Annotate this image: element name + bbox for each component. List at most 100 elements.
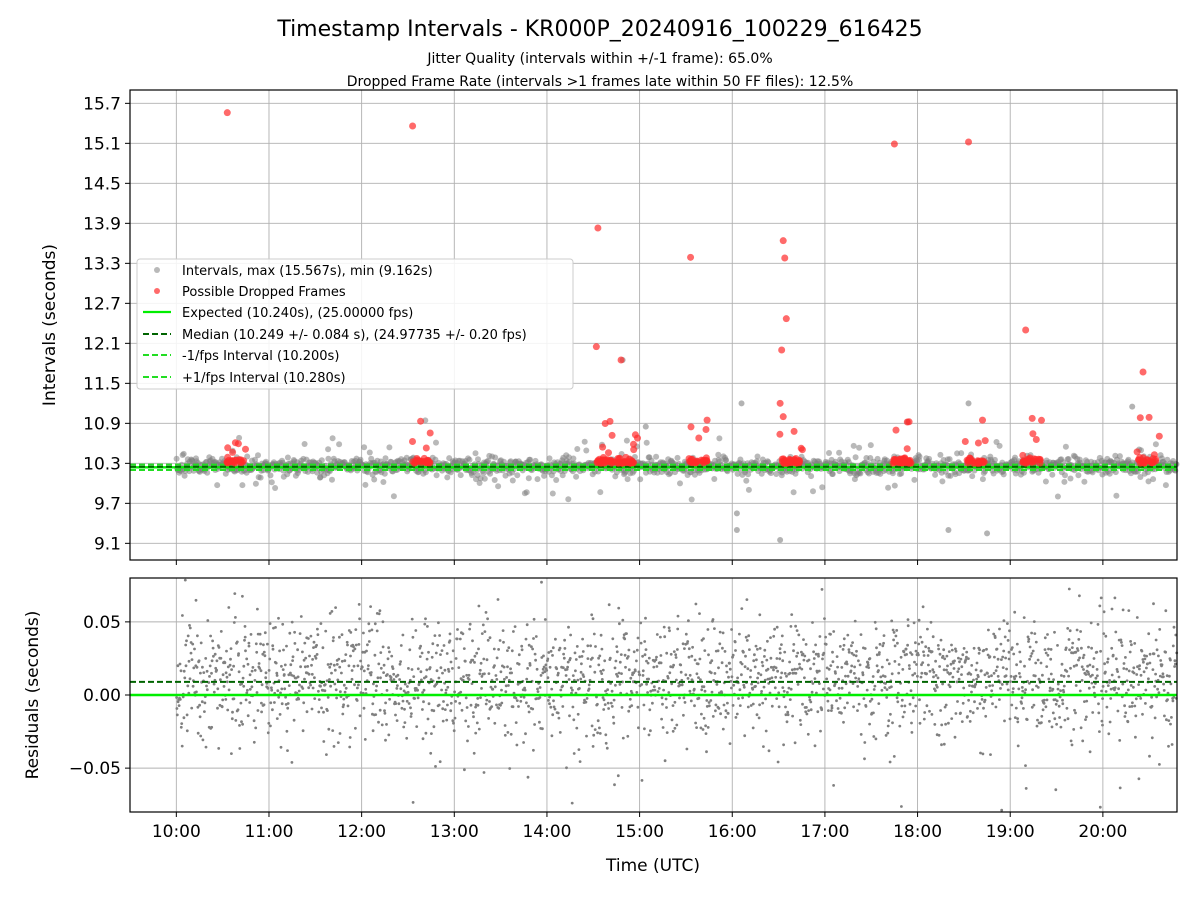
residual-point <box>1101 685 1105 688</box>
residual-point <box>1049 648 1053 651</box>
residual-point <box>757 671 760 675</box>
residual-point <box>989 753 992 756</box>
residual-point <box>817 654 820 658</box>
residual-point <box>552 699 555 703</box>
residual-point <box>1072 664 1076 668</box>
residual-point <box>686 640 690 643</box>
residual-point <box>897 671 901 675</box>
residual-point <box>782 743 785 747</box>
residual-point <box>378 609 382 613</box>
interval-outlier-point <box>965 400 972 407</box>
residual-point <box>362 706 366 710</box>
residual-point <box>591 745 595 748</box>
residual-point <box>290 620 294 624</box>
residual-point <box>383 709 386 713</box>
residual-point <box>227 606 231 609</box>
residual-point <box>643 727 646 731</box>
residual-point <box>332 663 336 667</box>
residual-point <box>475 651 479 655</box>
residual-point <box>237 652 241 655</box>
residual-point <box>822 687 825 691</box>
residual-point <box>1016 717 1019 720</box>
residual-point <box>754 684 757 688</box>
residual-point <box>707 653 710 657</box>
residual-point <box>781 659 785 663</box>
top-plot-frame <box>129 89 1178 561</box>
residual-point <box>1018 672 1021 675</box>
residual-point <box>925 704 929 708</box>
residual-point <box>818 635 822 638</box>
residual-point <box>773 686 777 690</box>
residual-point <box>210 671 213 675</box>
residual-point <box>684 632 688 636</box>
residual-point <box>476 697 480 700</box>
residual-point <box>805 712 809 716</box>
residual-point <box>493 685 497 689</box>
interval-point <box>527 456 534 463</box>
residual-point <box>840 686 844 690</box>
residual-point <box>183 676 187 680</box>
residual-point <box>249 633 253 636</box>
residual-point <box>810 690 814 694</box>
residual-point <box>761 701 765 705</box>
residual-point <box>672 663 675 667</box>
residual-point <box>465 706 469 709</box>
residual-point <box>956 670 960 673</box>
residual-point <box>755 713 759 717</box>
residual-point <box>928 669 932 673</box>
residual-point <box>761 664 765 668</box>
residual-point <box>248 701 252 704</box>
residual-point <box>632 650 636 654</box>
residual-point <box>895 696 899 700</box>
residual-point <box>221 698 225 702</box>
residual-point <box>786 691 789 694</box>
dropped-frame-point <box>1145 413 1153 421</box>
residual-point <box>260 683 264 687</box>
residual-point <box>583 698 586 702</box>
residual-point <box>930 650 934 653</box>
residual-point <box>590 724 594 728</box>
residual-point <box>618 622 621 626</box>
residual-point <box>784 705 787 709</box>
interval-point <box>623 437 630 444</box>
residual-point <box>1147 677 1150 681</box>
residual-point <box>219 630 223 633</box>
residual-point <box>409 706 412 710</box>
residual-point <box>275 674 279 677</box>
residual-point <box>468 627 471 631</box>
residual-point <box>1051 711 1055 715</box>
residual-point <box>726 712 730 715</box>
residual-point <box>291 659 294 662</box>
dropped-frame-point <box>979 416 986 424</box>
residual-point <box>216 687 220 691</box>
residual-point <box>1048 719 1051 723</box>
residual-point <box>1132 666 1136 670</box>
residual-point <box>986 672 989 675</box>
residual-point <box>462 675 465 678</box>
residual-point <box>918 721 922 725</box>
residual-point <box>480 675 484 678</box>
residual-point <box>534 658 537 662</box>
residual-point <box>824 635 827 639</box>
residual-point <box>845 662 849 666</box>
residual-point <box>960 720 964 723</box>
residual-point <box>764 729 768 733</box>
residual-point <box>405 699 409 703</box>
legend-entry-median: Median (10.249 +/- 0.084 s), (24.97735 +… <box>182 328 527 343</box>
residual-point <box>852 672 856 675</box>
interval-point <box>836 449 843 456</box>
interval-point <box>1065 456 1072 462</box>
residual-point <box>555 667 559 671</box>
residual-point <box>247 644 251 648</box>
residual-point <box>972 646 976 650</box>
residual-point <box>220 705 224 709</box>
residual-point <box>245 691 249 695</box>
residual-point <box>558 646 562 650</box>
residual-point <box>258 667 262 670</box>
residual-point <box>381 620 385 624</box>
residual-point <box>492 647 496 651</box>
residual-point <box>981 752 985 756</box>
residual-point <box>343 690 347 694</box>
residual-point <box>696 662 700 666</box>
residual-point <box>240 682 244 686</box>
